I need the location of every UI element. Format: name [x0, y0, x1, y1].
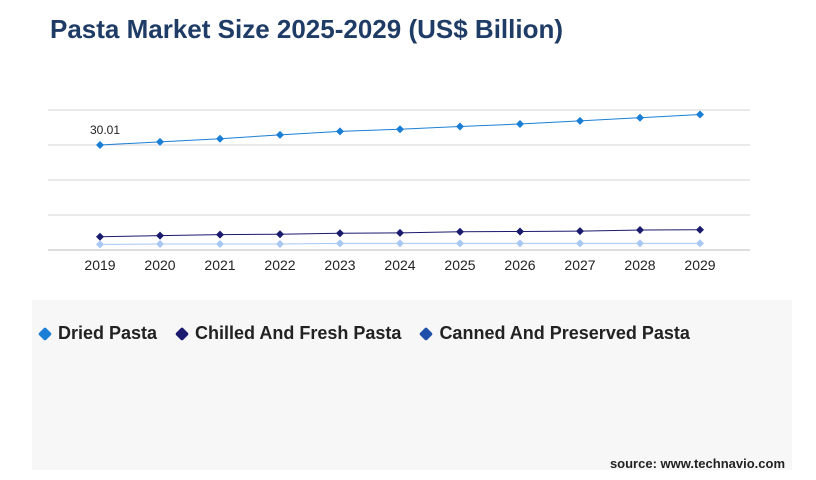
x-tick-label-2019: 2019: [84, 257, 115, 273]
data-point-chilled-and-fresh-pasta-2022: [276, 230, 284, 239]
x-tick-label-2022: 2022: [264, 257, 295, 273]
data-point-canned-and-preserved-pasta-2019: [96, 240, 104, 249]
x-tick-label-2020: 2020: [144, 257, 175, 273]
data-point-chilled-and-fresh-pasta-2028: [636, 226, 644, 235]
legend-marker-chilled-fresh-pasta: [174, 326, 190, 341]
x-tick-label-2029: 2029: [684, 257, 715, 273]
legend-label-chilled-fresh-pasta: Chilled And Fresh Pasta: [195, 323, 402, 343]
line-chart: 2019 2020 2021 2022 2023 2024 2025 2026 2027 2028…: [48, 109, 750, 273]
data-point-canned-and-preserved-pasta-2026: [516, 239, 524, 248]
x-tick-label-2027: 2027: [564, 257, 595, 273]
data-point-dried-pasta-2022: [276, 130, 284, 139]
data-point-chilled-and-fresh-pasta-2021: [216, 230, 224, 239]
data-point-dried-pasta-2025: [456, 122, 464, 131]
legend-marker-canned-preserved-pasta: [419, 326, 434, 341]
data-point-canned-and-preserved-pasta-2021: [216, 240, 224, 249]
data-point-canned-and-preserved-pasta-2028: [636, 239, 644, 248]
chart-title: Pasta Market Size 2025-2029 (US$ Billion…: [50, 14, 564, 44]
data-point-canned-and-preserved-pasta-2020: [156, 240, 164, 249]
x-tick-label-2024: 2024: [384, 257, 415, 273]
legend-item-chilled-fresh-pasta[interactable]: Chilled And Fresh Pasta: [174, 323, 402, 344]
data-point-dried-pasta-2024: [396, 125, 404, 134]
data-point-chilled-and-fresh-pasta-2023: [336, 229, 344, 238]
legend-label-canned-preserved-pasta: Canned And Preserved Pasta: [439, 323, 690, 343]
data-label-dried-pasta-2019: 30.01: [90, 123, 120, 137]
data-point-chilled-and-fresh-pasta-2020: [156, 231, 164, 240]
x-tick-label-2026: 2026: [504, 257, 535, 273]
data-point-dried-pasta-2021: [216, 134, 224, 143]
data-point-canned-and-preserved-pasta-2029: [696, 239, 704, 248]
data-point-dried-pasta-2020: [156, 137, 164, 146]
x-tick-label-2021: 2021: [204, 257, 235, 273]
data-point-canned-and-preserved-pasta-2025: [456, 239, 464, 248]
source-credit: source: www.technavio.com: [609, 456, 785, 471]
data-point-chilled-and-fresh-pasta-2019: [96, 232, 104, 241]
legend-background-panel: [32, 300, 792, 470]
data-point-canned-and-preserved-pasta-2024: [396, 239, 404, 248]
legend-marker-dried-pasta: [37, 326, 53, 341]
data-point-chilled-and-fresh-pasta-2024: [396, 228, 404, 237]
x-tick-label-2028: 2028: [624, 257, 655, 273]
data-point-dried-pasta-2028: [636, 113, 644, 122]
data-point-dried-pasta-2019: [96, 140, 104, 149]
data-point-chilled-and-fresh-pasta-2026: [516, 227, 524, 236]
legend-item-dried-pasta[interactable]: Dried Pasta: [37, 323, 158, 344]
data-point-dried-pasta-2026: [516, 120, 524, 128]
data-point-canned-and-preserved-pasta-2023: [336, 239, 344, 248]
x-tick-label-2025: 2025: [444, 257, 475, 273]
data-point-dried-pasta-2023: [336, 127, 344, 136]
data-point-chilled-and-fresh-pasta-2029: [696, 225, 704, 234]
data-point-dried-pasta-2027: [576, 116, 584, 125]
chart-legend: Dried Pasta Chilled And Fresh Pasta Cann…: [37, 323, 710, 344]
data-point-canned-and-preserved-pasta-2027: [576, 239, 584, 248]
data-point-chilled-and-fresh-pasta-2027: [576, 227, 584, 236]
legend-label-dried-pasta: Dried Pasta: [58, 323, 158, 343]
x-tick-label-2023: 2023: [324, 257, 355, 273]
data-point-canned-and-preserved-pasta-2022: [276, 240, 284, 249]
data-point-dried-pasta-2029: [696, 110, 704, 119]
data-point-chilled-and-fresh-pasta-2025: [456, 227, 464, 236]
legend-item-canned-preserved-pasta[interactable]: Canned And Preserved Pasta: [419, 323, 690, 344]
